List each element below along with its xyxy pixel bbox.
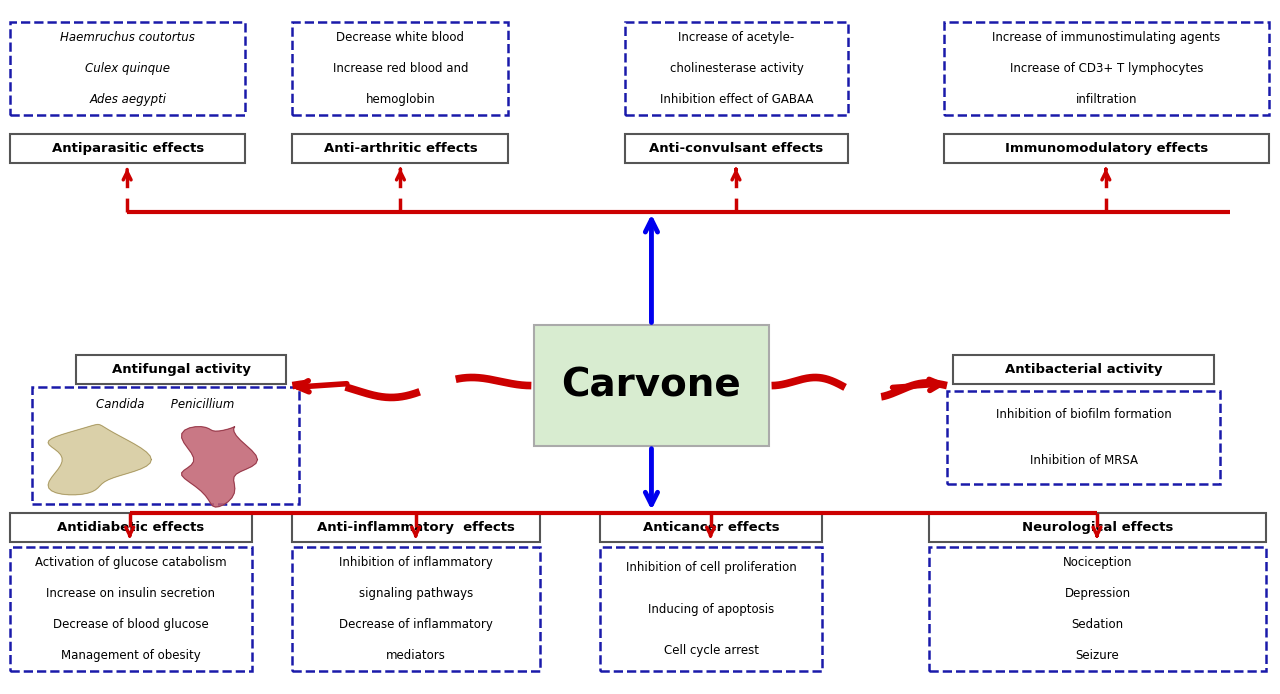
Text: Anticancer effects: Anticancer effects bbox=[643, 521, 780, 534]
Bar bbox=[10, 514, 252, 543]
Text: mediators: mediators bbox=[387, 649, 447, 662]
Polygon shape bbox=[49, 425, 151, 495]
Text: Inhibition of cell proliferation: Inhibition of cell proliferation bbox=[626, 561, 796, 575]
Bar bbox=[626, 22, 847, 115]
Bar bbox=[534, 325, 769, 446]
Text: Management of obesity: Management of obesity bbox=[61, 649, 201, 662]
Text: Anti-convulsant effects: Anti-convulsant effects bbox=[649, 142, 824, 155]
Text: Decrease of inflammatory: Decrease of inflammatory bbox=[339, 618, 493, 632]
Bar bbox=[600, 547, 823, 671]
Bar bbox=[600, 514, 823, 543]
Bar bbox=[10, 547, 252, 671]
Text: Anti-inflammatory  effects: Anti-inflammatory effects bbox=[317, 521, 516, 534]
Text: Immunomodulatory effects: Immunomodulatory effects bbox=[1005, 142, 1208, 155]
Text: Increase of immunostimulating agents: Increase of immunostimulating agents bbox=[992, 31, 1221, 44]
Text: Inhibition of biofilm formation: Inhibition of biofilm formation bbox=[996, 407, 1171, 421]
Text: Candida       Penicillium: Candida Penicillium bbox=[96, 398, 234, 411]
Bar bbox=[292, 135, 508, 163]
Text: Depression: Depression bbox=[1065, 587, 1130, 600]
Bar bbox=[945, 22, 1268, 115]
Bar bbox=[929, 514, 1266, 543]
Bar bbox=[10, 22, 246, 115]
Text: hemoglobin: hemoglobin bbox=[366, 93, 435, 106]
Text: Sedation: Sedation bbox=[1071, 618, 1124, 632]
Bar bbox=[292, 547, 540, 671]
Text: signaling pathways: signaling pathways bbox=[360, 587, 474, 600]
Text: Increase of acetyle-: Increase of acetyle- bbox=[678, 31, 795, 44]
Bar bbox=[10, 135, 246, 163]
Text: Neurological effects: Neurological effects bbox=[1021, 521, 1174, 534]
Text: Increase of CD3+ T lymphocytes: Increase of CD3+ T lymphocytes bbox=[1010, 62, 1203, 75]
Text: Seizure: Seizure bbox=[1075, 649, 1120, 662]
Bar bbox=[929, 547, 1266, 671]
Text: infiltration: infiltration bbox=[1075, 93, 1137, 106]
Polygon shape bbox=[182, 427, 257, 507]
Text: Inhibition of inflammatory: Inhibition of inflammatory bbox=[339, 556, 493, 569]
Text: Increase red blood and: Increase red blood and bbox=[333, 62, 468, 75]
Bar bbox=[292, 514, 540, 543]
Text: Decrease of blood glucose: Decrease of blood glucose bbox=[52, 618, 209, 632]
Text: Inhibition of MRSA: Inhibition of MRSA bbox=[1029, 454, 1138, 467]
Bar bbox=[77, 355, 285, 384]
Text: Carvone: Carvone bbox=[562, 366, 741, 405]
Text: Decrease white blood: Decrease white blood bbox=[337, 31, 465, 44]
Text: Culex quinque: Culex quinque bbox=[86, 62, 170, 75]
Text: Antidiabetic effects: Antidiabetic effects bbox=[58, 521, 205, 534]
Bar bbox=[32, 387, 298, 505]
Text: Increase on insulin secretion: Increase on insulin secretion bbox=[46, 587, 215, 600]
Bar bbox=[292, 22, 508, 115]
Text: Inducing of apoptosis: Inducing of apoptosis bbox=[648, 602, 774, 616]
Text: Antiparasitic effects: Antiparasitic effects bbox=[51, 142, 204, 155]
Text: Haemruchus coutortus: Haemruchus coutortus bbox=[60, 31, 196, 44]
Text: Activation of glucose catabolism: Activation of glucose catabolism bbox=[35, 556, 227, 569]
Text: Anti-arthritic effects: Anti-arthritic effects bbox=[324, 142, 477, 155]
Text: Antifungal activity: Antifungal activity bbox=[111, 363, 251, 376]
Text: Nociception: Nociception bbox=[1062, 556, 1133, 569]
Bar bbox=[626, 135, 847, 163]
Text: Antibacterial activity: Antibacterial activity bbox=[1005, 363, 1162, 376]
Bar bbox=[947, 391, 1220, 484]
Bar bbox=[954, 355, 1213, 384]
Text: cholinesterase activity: cholinesterase activity bbox=[669, 62, 804, 75]
Text: Inhibition effect of GABAA: Inhibition effect of GABAA bbox=[660, 93, 813, 106]
Text: Cell cycle arrest: Cell cycle arrest bbox=[664, 644, 759, 657]
Text: Ades aegypti: Ades aegypti bbox=[90, 93, 166, 106]
Bar bbox=[945, 135, 1268, 163]
